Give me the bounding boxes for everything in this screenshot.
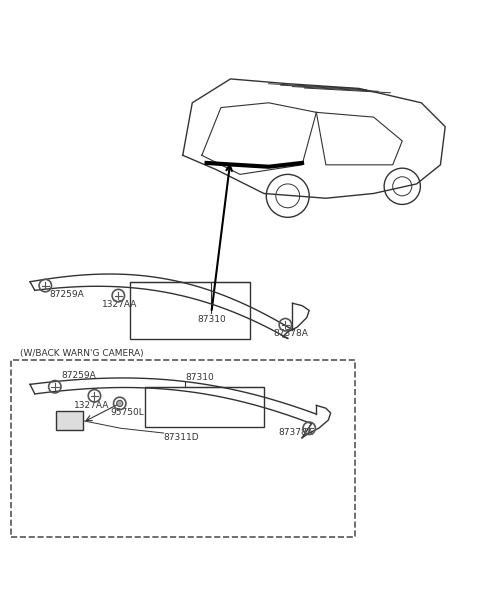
Text: 87310: 87310 bbox=[185, 373, 214, 382]
Circle shape bbox=[117, 400, 123, 407]
Text: 87311D: 87311D bbox=[164, 433, 199, 442]
Bar bbox=[56, 411, 83, 430]
Text: 87259A: 87259A bbox=[49, 290, 84, 299]
Text: 1327AA: 1327AA bbox=[102, 301, 137, 309]
Text: 1327AA: 1327AA bbox=[74, 401, 109, 410]
Text: 87310: 87310 bbox=[197, 315, 226, 324]
Text: (W/BACK WARN'G CAMERA): (W/BACK WARN'G CAMERA) bbox=[21, 349, 144, 358]
Text: 87378A: 87378A bbox=[274, 330, 308, 338]
Text: 95750L: 95750L bbox=[110, 408, 144, 417]
Bar bbox=[130, 282, 250, 339]
Text: 87259A: 87259A bbox=[61, 371, 96, 380]
Bar bbox=[144, 387, 264, 428]
Text: 87378A: 87378A bbox=[278, 428, 313, 437]
